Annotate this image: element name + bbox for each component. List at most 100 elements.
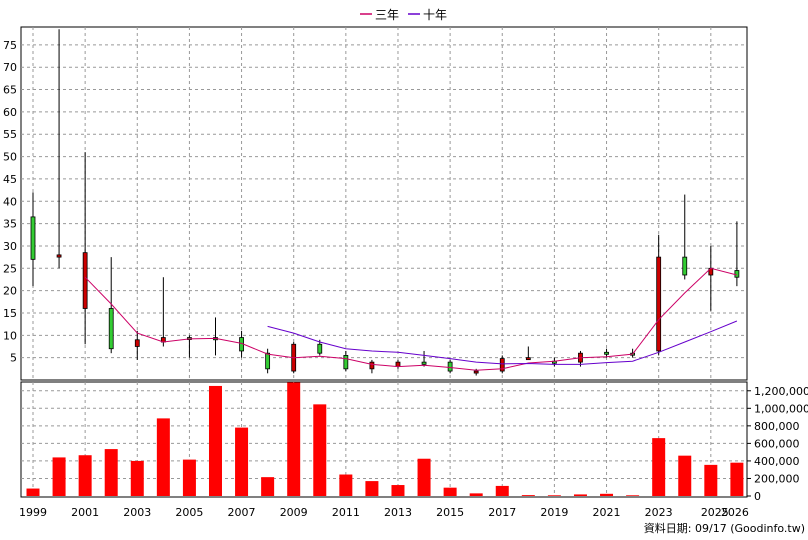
x-tick-label: 2001 [71, 506, 99, 519]
candle [343, 350, 349, 372]
price-y-tick-label: 40 [3, 195, 17, 208]
grid [21, 27, 747, 496]
candle [604, 348, 609, 358]
volume-bar [417, 458, 431, 496]
price-y-tick-label: 10 [3, 329, 17, 342]
x-tick-label: 2013 [384, 506, 412, 519]
price-y-tick-label: 55 [3, 128, 17, 141]
price-y-tick-label: 35 [3, 218, 17, 231]
candle-body [30, 216, 36, 260]
volume-bar [182, 459, 196, 496]
candle [134, 330, 140, 360]
candle [656, 234, 662, 356]
volume-bar [261, 477, 275, 496]
volume-bar [495, 485, 509, 496]
candle [56, 29, 62, 269]
candle [525, 346, 531, 361]
price-y-tick-label: 50 [3, 151, 17, 164]
price-y-tick-label: 25 [3, 262, 17, 275]
volume-y-tick-label: 1,200,000 [754, 385, 808, 398]
candle [421, 350, 427, 367]
volume-bar [208, 385, 222, 496]
volume-bar [443, 487, 457, 496]
price-y-tick-label: 5 [10, 352, 17, 365]
price-y-tick-label: 70 [3, 61, 17, 74]
candle [108, 257, 114, 354]
volume-bar [156, 418, 170, 496]
price-panel [20, 26, 748, 381]
candle-body [134, 339, 140, 347]
candle [682, 194, 688, 280]
three-year-line [84, 267, 738, 371]
candle-body [421, 361, 427, 365]
price-y-tick-label: 60 [3, 106, 17, 119]
x-tick-label: 2003 [123, 506, 151, 519]
x-tick-label: 2017 [488, 506, 516, 519]
volume-bar [104, 449, 118, 496]
candle-body [265, 352, 271, 370]
moving-average-lines [84, 267, 738, 371]
ten-year-line [267, 320, 738, 365]
x-tick-label: 2021 [593, 506, 621, 519]
price-y-tick-label: 65 [3, 84, 17, 97]
legend-label-three-year: 三年 [375, 8, 399, 22]
candle [447, 359, 453, 374]
volume-bar [547, 495, 561, 496]
volume-bar [365, 481, 379, 496]
volume-bar [626, 495, 640, 496]
candle-body [108, 308, 114, 350]
x-tick-label: 2023 [645, 506, 673, 519]
price-y-tick-label: 75 [3, 39, 17, 52]
candlesticks [30, 29, 740, 376]
volume-y-tick-label: 800,000 [754, 420, 800, 433]
candle-body [82, 252, 88, 309]
candle-body [343, 355, 349, 370]
x-tick-label: 2007 [228, 506, 256, 519]
volume-panel [20, 381, 748, 498]
x-tick-label: 2025 [701, 506, 729, 519]
candle-body [682, 256, 688, 276]
volume-y-tick-label: 400,000 [754, 455, 800, 468]
volume-y-tick-label: 600,000 [754, 437, 800, 450]
price-y-tick-label: 45 [3, 173, 17, 186]
candle-body [447, 361, 453, 372]
volume-bar [26, 488, 40, 496]
price-y-tick-label: 20 [3, 285, 17, 298]
x-tick-label: 1999 [19, 506, 47, 519]
volume-bar [652, 438, 666, 496]
candle-body [734, 270, 740, 278]
legend-label-ten-year: 十年 [423, 8, 447, 22]
x-tick-label: 2005 [175, 506, 203, 519]
volume-bar [521, 495, 535, 496]
volume-bar [130, 460, 144, 496]
candle-body [604, 351, 609, 355]
volume-bar [78, 455, 92, 496]
legend: 三年 十年 [360, 8, 447, 22]
volume-bar [52, 457, 66, 496]
candle-body [56, 254, 62, 258]
volume-bar [391, 485, 405, 496]
price-y-tick-label: 30 [3, 240, 17, 253]
volume-bar [287, 382, 301, 496]
candle-body [473, 370, 479, 374]
x-tick-label: 2011 [332, 506, 360, 519]
candle [30, 192, 36, 287]
volume-bars [26, 382, 744, 496]
volume-bar [730, 462, 744, 496]
x-tick-label: 2015 [436, 506, 464, 519]
candle-body [317, 343, 323, 354]
price-y-tick-label: 15 [3, 307, 17, 320]
volume-y-tick-label: 200,000 [754, 472, 800, 485]
candle-body [395, 361, 401, 367]
volume-bar [313, 404, 327, 496]
volume-bar [678, 455, 692, 496]
candle-body [525, 357, 531, 361]
volume-y-tick-label: 0 [754, 490, 761, 503]
x-tick-label: 2026 [721, 506, 749, 519]
volume-bar [235, 427, 249, 496]
candle [734, 221, 740, 287]
candle-body [499, 358, 505, 372]
volume-bar [573, 494, 587, 496]
x-tick-label: 2009 [280, 506, 308, 519]
